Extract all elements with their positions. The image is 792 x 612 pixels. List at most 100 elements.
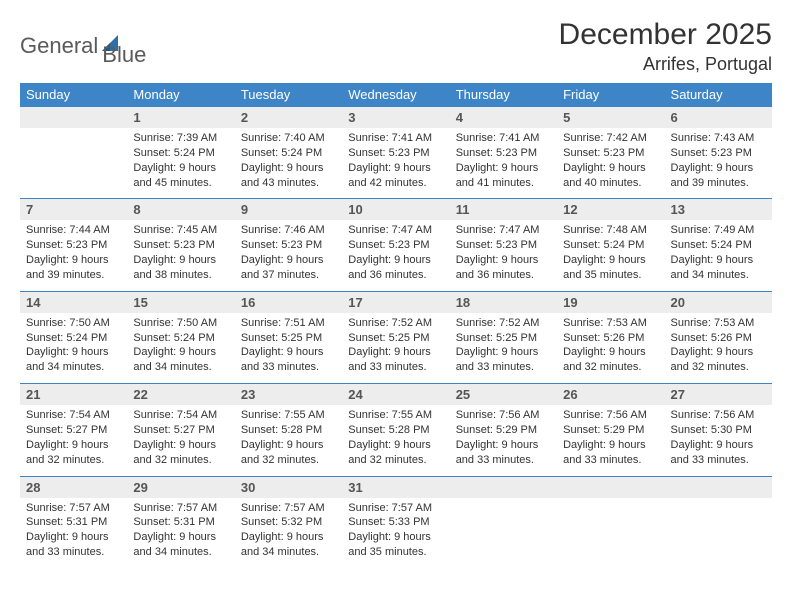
- title-block: December 2025 Arrifes, Portugal: [559, 18, 772, 75]
- weekday-header: Tuesday: [235, 83, 342, 107]
- calendar-day-cell: 25Sunrise: 7:56 AMSunset: 5:29 PMDayligh…: [450, 384, 557, 476]
- day-data: Sunrise: 7:52 AMSunset: 5:25 PMDaylight:…: [450, 313, 557, 383]
- calendar-body: 1Sunrise: 7:39 AMSunset: 5:24 PMDaylight…: [20, 107, 772, 568]
- day-number: 3: [342, 107, 449, 128]
- calendar-week-row: 1Sunrise: 7:39 AMSunset: 5:24 PMDaylight…: [20, 107, 772, 199]
- day-number: 25: [450, 384, 557, 405]
- calendar-day-cell: 27Sunrise: 7:56 AMSunset: 5:30 PMDayligh…: [665, 384, 772, 476]
- calendar-day-cell: 31Sunrise: 7:57 AMSunset: 5:33 PMDayligh…: [342, 476, 449, 568]
- day-data: Sunrise: 7:56 AMSunset: 5:30 PMDaylight:…: [665, 405, 772, 475]
- weekday-header: Monday: [127, 83, 234, 107]
- day-data: Sunrise: 7:45 AMSunset: 5:23 PMDaylight:…: [127, 220, 234, 290]
- calendar-week-row: 28Sunrise: 7:57 AMSunset: 5:31 PMDayligh…: [20, 476, 772, 568]
- calendar-day-cell: 8Sunrise: 7:45 AMSunset: 5:23 PMDaylight…: [127, 199, 234, 291]
- day-number: 9: [235, 199, 342, 220]
- calendar-day-cell: 5Sunrise: 7:42 AMSunset: 5:23 PMDaylight…: [557, 107, 664, 199]
- day-data: Sunrise: 7:55 AMSunset: 5:28 PMDaylight:…: [342, 405, 449, 475]
- day-data: Sunrise: 7:50 AMSunset: 5:24 PMDaylight:…: [20, 313, 127, 383]
- day-number: 30: [235, 477, 342, 498]
- calendar-page: General Blue December 2025 Arrifes, Port…: [0, 0, 792, 578]
- day-data: Sunrise: 7:53 AMSunset: 5:26 PMDaylight:…: [665, 313, 772, 383]
- day-number: 17: [342, 292, 449, 313]
- logo: General Blue: [20, 18, 146, 68]
- day-data: Sunrise: 7:57 AMSunset: 5:33 PMDaylight:…: [342, 498, 449, 568]
- day-number: [665, 477, 772, 498]
- day-data: Sunrise: 7:50 AMSunset: 5:24 PMDaylight:…: [127, 313, 234, 383]
- day-number: [20, 107, 127, 128]
- calendar-day-cell: 19Sunrise: 7:53 AMSunset: 5:26 PMDayligh…: [557, 291, 664, 383]
- day-number: 13: [665, 199, 772, 220]
- day-data: Sunrise: 7:54 AMSunset: 5:27 PMDaylight:…: [127, 405, 234, 475]
- day-number: 28: [20, 477, 127, 498]
- day-number: 31: [342, 477, 449, 498]
- day-number: 27: [665, 384, 772, 405]
- day-data: Sunrise: 7:56 AMSunset: 5:29 PMDaylight:…: [557, 405, 664, 475]
- calendar-day-cell: 15Sunrise: 7:50 AMSunset: 5:24 PMDayligh…: [127, 291, 234, 383]
- calendar-day-cell: 2Sunrise: 7:40 AMSunset: 5:24 PMDaylight…: [235, 107, 342, 199]
- day-data: Sunrise: 7:48 AMSunset: 5:24 PMDaylight:…: [557, 220, 664, 290]
- location: Arrifes, Portugal: [559, 54, 772, 75]
- day-number: 12: [557, 199, 664, 220]
- day-number: 2: [235, 107, 342, 128]
- calendar-day-cell: 23Sunrise: 7:55 AMSunset: 5:28 PMDayligh…: [235, 384, 342, 476]
- day-number: 7: [20, 199, 127, 220]
- weekday-header: Friday: [557, 83, 664, 107]
- calendar-day-cell: [20, 107, 127, 199]
- calendar-day-cell: [450, 476, 557, 568]
- day-data: Sunrise: 7:49 AMSunset: 5:24 PMDaylight:…: [665, 220, 772, 290]
- day-data: Sunrise: 7:57 AMSunset: 5:32 PMDaylight:…: [235, 498, 342, 568]
- day-data: [665, 498, 772, 560]
- month-title: December 2025: [559, 18, 772, 52]
- day-data: Sunrise: 7:41 AMSunset: 5:23 PMDaylight:…: [342, 128, 449, 198]
- day-number: 24: [342, 384, 449, 405]
- weekday-header: Wednesday: [342, 83, 449, 107]
- calendar-day-cell: 22Sunrise: 7:54 AMSunset: 5:27 PMDayligh…: [127, 384, 234, 476]
- day-number: [450, 477, 557, 498]
- calendar-day-cell: 26Sunrise: 7:56 AMSunset: 5:29 PMDayligh…: [557, 384, 664, 476]
- day-number: 21: [20, 384, 127, 405]
- calendar-day-cell: 24Sunrise: 7:55 AMSunset: 5:28 PMDayligh…: [342, 384, 449, 476]
- calendar-day-cell: 20Sunrise: 7:53 AMSunset: 5:26 PMDayligh…: [665, 291, 772, 383]
- day-data: [20, 128, 127, 190]
- day-data: Sunrise: 7:56 AMSunset: 5:29 PMDaylight:…: [450, 405, 557, 475]
- logo-text-general: General: [20, 33, 98, 58]
- day-number: 6: [665, 107, 772, 128]
- calendar-day-cell: 10Sunrise: 7:47 AMSunset: 5:23 PMDayligh…: [342, 199, 449, 291]
- calendar-day-cell: 30Sunrise: 7:57 AMSunset: 5:32 PMDayligh…: [235, 476, 342, 568]
- calendar-day-cell: 29Sunrise: 7:57 AMSunset: 5:31 PMDayligh…: [127, 476, 234, 568]
- calendar-week-row: 14Sunrise: 7:50 AMSunset: 5:24 PMDayligh…: [20, 291, 772, 383]
- calendar-day-cell: 17Sunrise: 7:52 AMSunset: 5:25 PMDayligh…: [342, 291, 449, 383]
- day-number: [557, 477, 664, 498]
- day-data: Sunrise: 7:40 AMSunset: 5:24 PMDaylight:…: [235, 128, 342, 198]
- calendar-day-cell: 13Sunrise: 7:49 AMSunset: 5:24 PMDayligh…: [665, 199, 772, 291]
- calendar-day-cell: 7Sunrise: 7:44 AMSunset: 5:23 PMDaylight…: [20, 199, 127, 291]
- logo-text-blue: Blue: [102, 42, 146, 67]
- day-data: Sunrise: 7:55 AMSunset: 5:28 PMDaylight:…: [235, 405, 342, 475]
- weekday-header: Thursday: [450, 83, 557, 107]
- calendar-day-cell: 14Sunrise: 7:50 AMSunset: 5:24 PMDayligh…: [20, 291, 127, 383]
- day-data: Sunrise: 7:53 AMSunset: 5:26 PMDaylight:…: [557, 313, 664, 383]
- day-number: 1: [127, 107, 234, 128]
- calendar-day-cell: 3Sunrise: 7:41 AMSunset: 5:23 PMDaylight…: [342, 107, 449, 199]
- calendar-day-cell: 18Sunrise: 7:52 AMSunset: 5:25 PMDayligh…: [450, 291, 557, 383]
- day-data: Sunrise: 7:54 AMSunset: 5:27 PMDaylight:…: [20, 405, 127, 475]
- weekday-header: Saturday: [665, 83, 772, 107]
- logo-text: General: [20, 33, 98, 59]
- day-data: Sunrise: 7:47 AMSunset: 5:23 PMDaylight:…: [450, 220, 557, 290]
- day-data: Sunrise: 7:47 AMSunset: 5:23 PMDaylight:…: [342, 220, 449, 290]
- header: General Blue December 2025 Arrifes, Port…: [20, 18, 772, 75]
- day-number: 16: [235, 292, 342, 313]
- calendar-header-row: SundayMondayTuesdayWednesdayThursdayFrid…: [20, 83, 772, 107]
- day-number: 11: [450, 199, 557, 220]
- day-data: Sunrise: 7:42 AMSunset: 5:23 PMDaylight:…: [557, 128, 664, 198]
- calendar-day-cell: 21Sunrise: 7:54 AMSunset: 5:27 PMDayligh…: [20, 384, 127, 476]
- day-number: 26: [557, 384, 664, 405]
- calendar-day-cell: 28Sunrise: 7:57 AMSunset: 5:31 PMDayligh…: [20, 476, 127, 568]
- day-data: Sunrise: 7:57 AMSunset: 5:31 PMDaylight:…: [127, 498, 234, 568]
- weekday-header: Sunday: [20, 83, 127, 107]
- day-number: 23: [235, 384, 342, 405]
- day-data: [450, 498, 557, 560]
- calendar-day-cell: 9Sunrise: 7:46 AMSunset: 5:23 PMDaylight…: [235, 199, 342, 291]
- day-data: Sunrise: 7:41 AMSunset: 5:23 PMDaylight:…: [450, 128, 557, 198]
- day-number: 29: [127, 477, 234, 498]
